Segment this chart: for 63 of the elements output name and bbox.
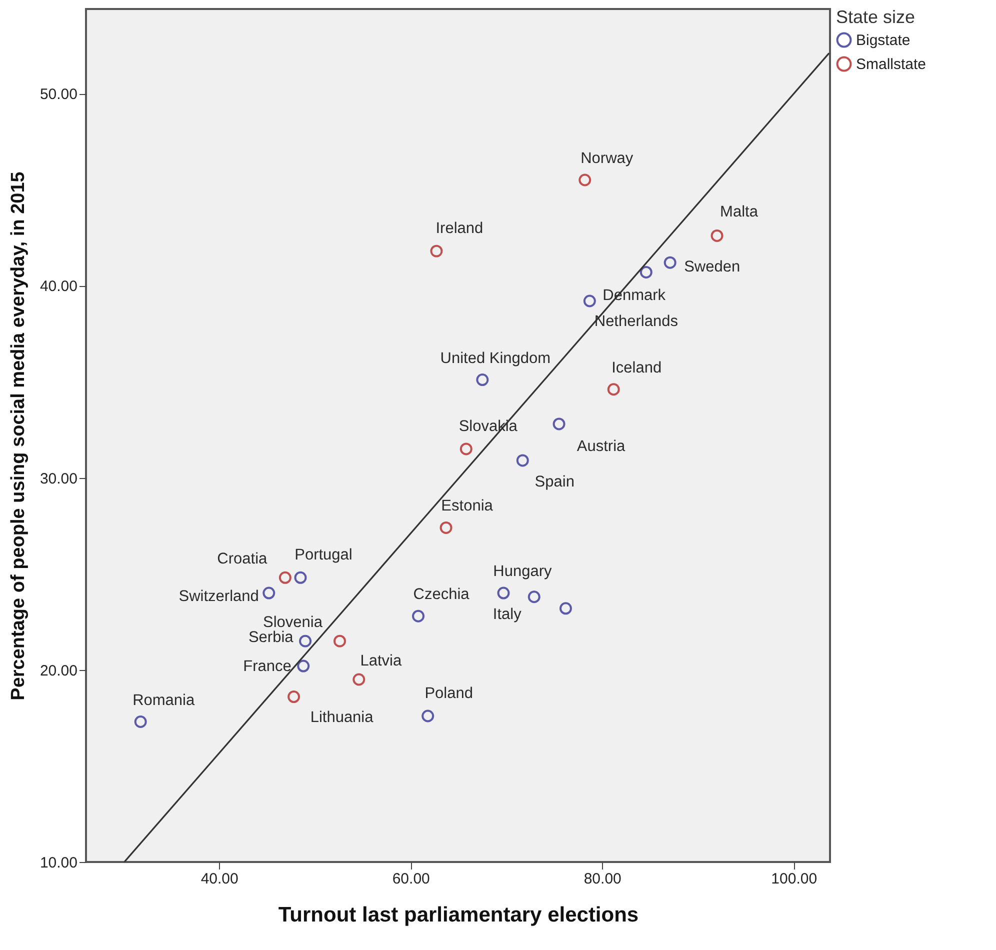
annotation: Spain <box>534 473 574 490</box>
legend-title: State size <box>836 7 916 27</box>
annotation: Iceland <box>612 359 662 376</box>
annotation: Lithuania <box>310 708 374 726</box>
point <box>294 571 307 584</box>
annotation: Czechia <box>413 586 470 604</box>
x-axis-title: Turnout last parliamentary elections <box>278 904 639 926</box>
point <box>299 634 312 648</box>
annotation: Croatia <box>217 550 268 568</box>
annotation: Hungary <box>493 563 552 580</box>
point <box>412 610 425 622</box>
annotation: Switzerland <box>178 588 259 606</box>
annotation: Ireland <box>436 220 484 238</box>
y-tick-label: 10.00 <box>40 854 78 872</box>
point <box>278 571 292 584</box>
annotation: United Kingdom <box>440 350 551 367</box>
x-tick-label: 60.00 <box>392 870 430 888</box>
point <box>528 590 540 604</box>
point <box>664 256 676 269</box>
point <box>262 586 276 600</box>
point <box>430 244 443 258</box>
point <box>334 634 346 648</box>
point <box>640 266 652 278</box>
legend-label: Bigstate <box>856 32 910 49</box>
annotation: Sweden <box>684 258 740 276</box>
annotation: Latvia <box>360 652 402 670</box>
x-tick-label: 100.00 <box>771 870 818 888</box>
annotation: Poland <box>424 684 473 702</box>
annotation: Portugal <box>294 546 352 564</box>
point <box>516 454 529 467</box>
point <box>422 710 434 722</box>
y-axis-title: Percentage of people using social media everyday, in 2015 <box>8 171 29 700</box>
point <box>710 229 724 242</box>
y-tick-label: 30.00 <box>40 470 78 488</box>
annotation: Italy <box>492 606 522 623</box>
annotation: Romania <box>132 692 195 709</box>
point <box>297 660 310 672</box>
annotation: Netherlands <box>594 313 678 330</box>
annotation: Estonia <box>441 498 494 515</box>
point <box>440 521 452 534</box>
x-tick-label: 80.00 <box>584 870 622 888</box>
annotation: Slovenia <box>263 614 323 632</box>
legend-label: Smallstate <box>856 56 926 73</box>
y-tick-label: 20.00 <box>40 662 78 680</box>
point <box>134 716 147 728</box>
x-tick-label: 40.00 <box>200 870 238 888</box>
point <box>578 174 592 186</box>
point <box>288 690 300 704</box>
annotation: Austria <box>576 438 626 455</box>
point <box>583 294 596 308</box>
annotation: Norway <box>580 150 634 167</box>
point <box>476 374 489 386</box>
annotation: France <box>243 658 292 676</box>
point <box>552 418 566 430</box>
y-tick-label: 40.00 <box>40 278 78 296</box>
point <box>497 586 510 600</box>
point <box>559 602 572 615</box>
annotation: Malta <box>720 204 758 221</box>
y-tick-label: 50.00 <box>40 86 78 104</box>
annotation: Serbia <box>248 629 294 646</box>
point <box>607 383 620 396</box>
point <box>460 442 472 456</box>
point <box>352 673 366 686</box>
